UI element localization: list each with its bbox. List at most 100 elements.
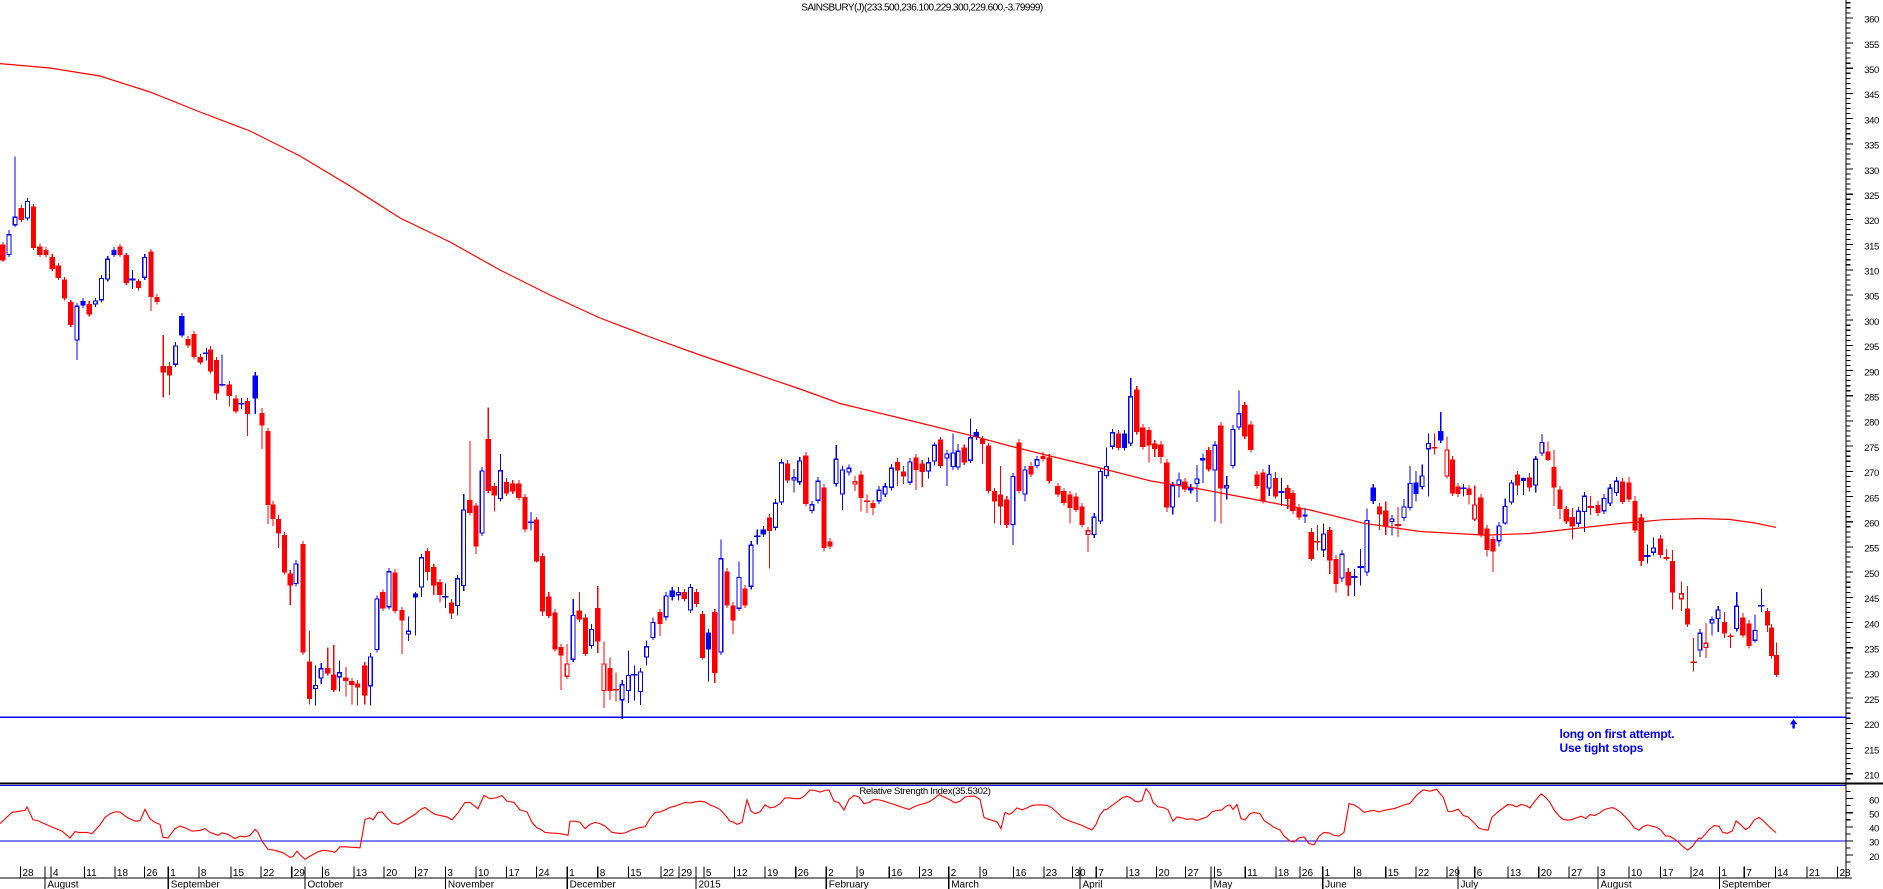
svg-text:27: 27 bbox=[1188, 868, 1200, 879]
svg-text:260: 260 bbox=[1864, 519, 1879, 530]
svg-text:320: 320 bbox=[1864, 216, 1879, 227]
svg-text:22: 22 bbox=[1418, 868, 1430, 879]
svg-text:240: 240 bbox=[1864, 619, 1879, 630]
svg-text:9: 9 bbox=[859, 868, 865, 879]
svg-text:23: 23 bbox=[1046, 868, 1058, 879]
svg-text:13: 13 bbox=[1129, 868, 1141, 879]
svg-text:28: 28 bbox=[1840, 868, 1852, 879]
svg-text:3: 3 bbox=[1600, 868, 1606, 879]
svg-text:13: 13 bbox=[1510, 868, 1522, 879]
svg-text:May: May bbox=[1214, 880, 1233, 889]
svg-text:1: 1 bbox=[1325, 868, 1331, 879]
svg-text:1: 1 bbox=[1721, 868, 1727, 879]
svg-text:13: 13 bbox=[356, 868, 368, 879]
svg-text:27: 27 bbox=[1571, 868, 1583, 879]
svg-text:275: 275 bbox=[1864, 443, 1879, 454]
svg-text:22: 22 bbox=[663, 868, 675, 879]
svg-text:20: 20 bbox=[1869, 852, 1879, 863]
svg-text:255: 255 bbox=[1864, 544, 1879, 555]
svg-text:8: 8 bbox=[1356, 868, 1362, 879]
svg-text:8: 8 bbox=[600, 868, 606, 879]
svg-text:305: 305 bbox=[1864, 292, 1879, 303]
svg-text:26: 26 bbox=[147, 868, 159, 879]
svg-text:355: 355 bbox=[1864, 40, 1879, 51]
svg-text:2: 2 bbox=[828, 868, 834, 879]
svg-text:February: February bbox=[829, 880, 869, 889]
svg-text:15: 15 bbox=[1388, 868, 1400, 879]
svg-text:245: 245 bbox=[1864, 594, 1879, 605]
svg-text:20: 20 bbox=[386, 868, 398, 879]
svg-text:1: 1 bbox=[569, 868, 575, 879]
svg-text:215: 215 bbox=[1864, 745, 1879, 756]
svg-text:230: 230 bbox=[1864, 670, 1879, 681]
svg-text:40: 40 bbox=[1869, 824, 1879, 835]
svg-text:March: March bbox=[951, 880, 979, 889]
svg-text:September: September bbox=[1722, 880, 1772, 889]
svg-text:July: July bbox=[1461, 880, 1479, 889]
svg-text:SAINSBURY(J)(233.500,236.100,2: SAINSBURY(J)(233.500,236.100,229.300,229… bbox=[801, 3, 1043, 14]
svg-text:330: 330 bbox=[1864, 166, 1879, 177]
svg-text:60: 60 bbox=[1869, 795, 1879, 806]
svg-text:November: November bbox=[448, 880, 495, 889]
svg-text:340: 340 bbox=[1864, 115, 1879, 126]
svg-text:335: 335 bbox=[1864, 141, 1879, 152]
svg-text:15: 15 bbox=[233, 868, 245, 879]
svg-text:22: 22 bbox=[263, 868, 275, 879]
svg-text:265: 265 bbox=[1864, 493, 1879, 504]
svg-text:50: 50 bbox=[1869, 810, 1879, 821]
svg-text:16: 16 bbox=[1015, 868, 1027, 879]
svg-text:August: August bbox=[47, 880, 78, 889]
svg-text:3: 3 bbox=[447, 868, 453, 879]
svg-text:June: June bbox=[1325, 880, 1347, 889]
svg-text:8: 8 bbox=[201, 868, 207, 879]
svg-text:20: 20 bbox=[1541, 868, 1553, 879]
svg-text:345: 345 bbox=[1864, 90, 1879, 101]
svg-text:September: September bbox=[171, 880, 221, 889]
svg-text:26: 26 bbox=[798, 868, 810, 879]
svg-text:6: 6 bbox=[1477, 868, 1483, 879]
svg-text:6: 6 bbox=[324, 868, 330, 879]
svg-text:long on first attempt.: long on first attempt. bbox=[1560, 727, 1675, 741]
svg-text:17: 17 bbox=[1662, 868, 1674, 879]
svg-text:21: 21 bbox=[1809, 868, 1821, 879]
svg-text:300: 300 bbox=[1864, 317, 1879, 328]
svg-text:11: 11 bbox=[1247, 868, 1258, 879]
svg-text:210: 210 bbox=[1864, 770, 1879, 781]
svg-text:9: 9 bbox=[982, 868, 988, 879]
svg-text:18: 18 bbox=[1278, 868, 1290, 879]
svg-text:225: 225 bbox=[1864, 695, 1879, 706]
svg-text:250: 250 bbox=[1864, 569, 1879, 580]
svg-text:15: 15 bbox=[630, 868, 642, 879]
svg-text:285: 285 bbox=[1864, 393, 1879, 404]
svg-text:23: 23 bbox=[921, 868, 933, 879]
svg-text:10: 10 bbox=[1631, 868, 1643, 879]
svg-text:10: 10 bbox=[478, 868, 490, 879]
svg-text:December: December bbox=[570, 880, 617, 889]
svg-text:5: 5 bbox=[1217, 868, 1223, 879]
svg-text:290: 290 bbox=[1864, 367, 1879, 378]
svg-text:20: 20 bbox=[1158, 868, 1170, 879]
svg-text:7: 7 bbox=[1746, 868, 1752, 879]
svg-text:4: 4 bbox=[53, 868, 59, 879]
svg-text:325: 325 bbox=[1864, 191, 1879, 202]
svg-text:295: 295 bbox=[1864, 342, 1879, 353]
svg-text:28: 28 bbox=[22, 868, 34, 879]
svg-text:24: 24 bbox=[539, 868, 551, 879]
svg-text:280: 280 bbox=[1864, 418, 1879, 429]
svg-text:29: 29 bbox=[1449, 868, 1461, 879]
svg-text:315: 315 bbox=[1864, 241, 1879, 252]
svg-text:310: 310 bbox=[1864, 267, 1879, 278]
svg-text:14: 14 bbox=[1777, 868, 1789, 879]
svg-text:17: 17 bbox=[509, 868, 521, 879]
svg-text:360: 360 bbox=[1864, 15, 1879, 26]
svg-text:Use tight stops: Use tight stops bbox=[1560, 741, 1644, 755]
svg-text:2015: 2015 bbox=[699, 880, 722, 889]
svg-text:19: 19 bbox=[767, 868, 779, 879]
svg-text:16: 16 bbox=[891, 868, 903, 879]
svg-text:1: 1 bbox=[170, 868, 176, 879]
svg-text:7: 7 bbox=[1098, 868, 1104, 879]
svg-text:235: 235 bbox=[1864, 645, 1879, 656]
svg-text:26: 26 bbox=[1302, 868, 1314, 879]
svg-text:24: 24 bbox=[1693, 868, 1705, 879]
svg-text:12: 12 bbox=[737, 868, 749, 879]
